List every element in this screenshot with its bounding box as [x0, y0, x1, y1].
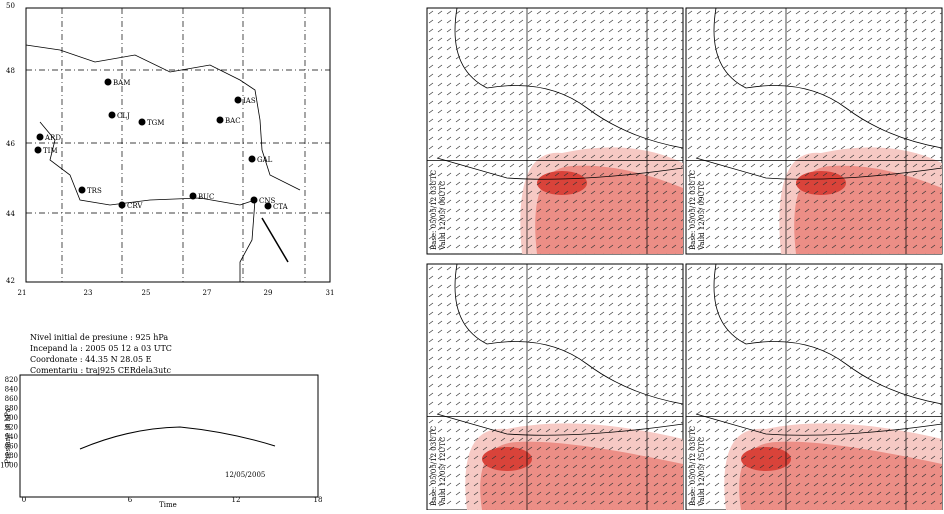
wind-field	[686, 8, 942, 254]
station-dot	[109, 112, 116, 119]
lat-label: 50	[6, 2, 15, 10]
y-tick: 980	[5, 452, 18, 460]
x-tick: 6	[128, 496, 133, 504]
station-label: TGM	[147, 119, 164, 127]
wind-field	[427, 8, 683, 254]
station-label: TRS	[87, 187, 102, 195]
y-tick: 860	[5, 395, 18, 403]
panel-base: Base: 05/05/12 03UTC	[689, 170, 697, 250]
y-tick: 900	[5, 414, 18, 422]
station-label: GAL	[257, 156, 273, 164]
station-label: BAC	[225, 117, 241, 125]
station-dot	[37, 134, 44, 141]
y-tick: 940	[5, 433, 18, 441]
station-dot	[235, 97, 242, 104]
trajectory	[262, 218, 288, 262]
station-label: BAM	[113, 79, 130, 87]
profile-frame	[20, 375, 318, 497]
y-tick: 1000	[0, 462, 18, 470]
station-dot	[35, 147, 42, 154]
station-label: IAS	[243, 97, 256, 105]
info-line: Comentariu : traj925 CERdela3utc	[30, 366, 171, 375]
station-dot	[217, 117, 224, 124]
y-tick: 920	[5, 424, 18, 432]
x-label: Time	[159, 501, 177, 509]
station-dot	[119, 202, 126, 209]
panel-valid: Valid 12/05/ 12UTC	[439, 437, 447, 507]
station-dot	[249, 156, 256, 163]
lat-label: 44	[6, 210, 15, 218]
y-tick: 880	[5, 405, 18, 413]
panel-base: Base: 05/05/12 03UTC	[430, 426, 438, 506]
station-label: ARD	[44, 134, 61, 142]
lon-label: 21	[18, 289, 27, 297]
lat-label: 42	[6, 277, 15, 285]
panel-valid: Valid 12/05/ 06UTC	[439, 181, 447, 251]
x-tick: 18	[314, 496, 323, 504]
station-label: CTA	[273, 203, 289, 211]
y-tick: 820	[5, 376, 18, 384]
profile-line	[80, 427, 275, 449]
station-label: CLJ	[117, 112, 130, 120]
lon-label: 23	[84, 289, 93, 297]
station-dot	[190, 193, 197, 200]
panel-valid: Valid 12/05/ 09UTC	[698, 181, 706, 251]
station-dot	[105, 79, 112, 86]
info-line: Coordonate : 44.35 N 28.05 E	[30, 355, 152, 364]
wind-field	[427, 264, 683, 510]
y-tick: 840	[5, 386, 18, 394]
panel-valid: Valid 12/05/ 15UTC	[698, 437, 706, 507]
y-tick: 960	[5, 443, 18, 451]
lat-label: 48	[6, 67, 15, 75]
info-line: Nivel initial de presiune : 925 hPa	[30, 333, 168, 342]
station-dot	[251, 197, 258, 204]
station-label: CRV	[127, 202, 143, 210]
station-label: BUC	[198, 193, 214, 201]
station-dot	[79, 187, 86, 194]
screen: Presiune in hPa Time 12/05/2005 50484644…	[0, 0, 944, 510]
panel-base: Base: 05/05/12 03UTC	[689, 426, 697, 506]
lon-label: 31	[326, 289, 335, 297]
station-dot	[139, 119, 146, 126]
info-line: Incepand la : 2005 05 12 a 03 UTC	[30, 344, 172, 353]
map-frame	[26, 8, 330, 282]
wind-field	[686, 264, 942, 510]
lon-label: 25	[142, 289, 151, 297]
x-tick: 0	[22, 496, 26, 504]
date: 12/05/2005	[225, 471, 265, 479]
station-dot	[265, 203, 272, 210]
lat-label: 46	[6, 140, 15, 148]
panel-base: Base: 05/05/12 03UTC	[430, 170, 438, 250]
lon-label: 29	[264, 289, 273, 297]
lon-label: 27	[203, 289, 212, 297]
graticule	[26, 8, 330, 282]
station-label: TIM	[43, 147, 58, 155]
x-tick: 12	[232, 496, 241, 504]
